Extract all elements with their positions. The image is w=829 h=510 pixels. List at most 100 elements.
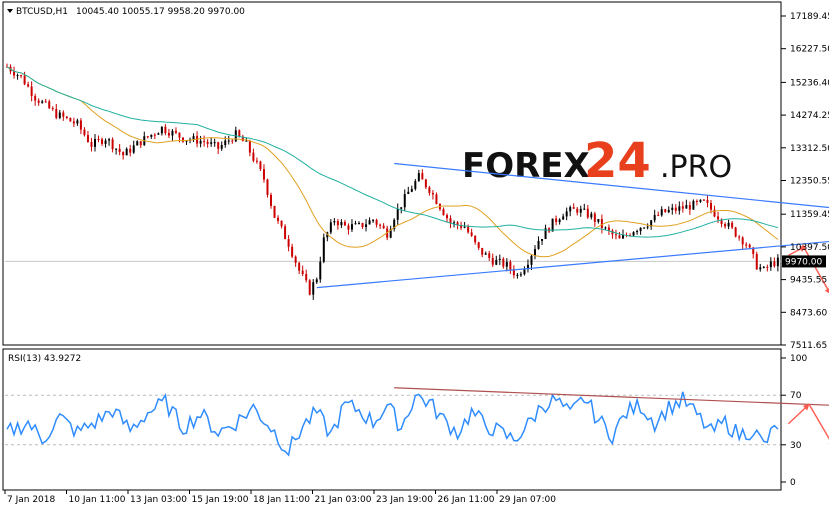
upper-trend-line — [394, 162, 829, 209]
candle-body — [273, 205, 276, 218]
rsi-axis-label: 0 — [790, 478, 796, 488]
time-axis-label: 7 Jan 2018 — [7, 495, 55, 505]
candle-body — [752, 247, 755, 254]
chart-menu-triangle-icon[interactable] — [7, 9, 13, 13]
candle-body — [83, 129, 86, 136]
candle-body — [343, 221, 346, 226]
candle-body — [650, 220, 653, 227]
candle-body — [241, 136, 244, 142]
candle-body — [769, 261, 772, 268]
candle-body — [474, 235, 477, 243]
candle-body — [593, 213, 596, 222]
price-axis-label: 17189.45 — [790, 12, 829, 22]
candle-body — [248, 140, 251, 153]
candle-body — [139, 141, 142, 146]
candle-body — [30, 86, 33, 97]
candle-body — [396, 208, 399, 220]
candle-body — [72, 121, 75, 124]
candle-body — [678, 206, 681, 211]
candle-body — [639, 227, 642, 232]
forex24-logo: FOREX 24 .PRO — [462, 133, 732, 189]
candle-body — [122, 152, 125, 156]
candle-body — [773, 261, 776, 267]
candle-body — [424, 179, 427, 188]
candle-body — [358, 222, 360, 224]
price-axis-label: 12350.55 — [790, 177, 829, 187]
candle-body — [646, 226, 649, 228]
logo-number-text: 24 — [584, 133, 651, 189]
candle-body — [76, 120, 79, 124]
candle-body — [657, 214, 660, 216]
candle-body — [132, 145, 135, 153]
candle-body — [579, 208, 582, 213]
candle-body — [206, 141, 209, 144]
candle-body — [731, 222, 734, 228]
candle-body — [277, 217, 280, 221]
candle-body — [453, 222, 456, 224]
candle-body — [410, 188, 413, 192]
current-price-tag — [782, 255, 826, 268]
candle-body — [516, 274, 519, 276]
candle-body — [65, 116, 68, 118]
candle-body — [702, 199, 705, 201]
candle-body — [604, 227, 607, 229]
lower-trend-line — [316, 240, 829, 289]
candle-body — [551, 218, 554, 232]
candle-body — [460, 225, 463, 228]
candle-body — [231, 140, 234, 142]
forecast-arrow-down-head — [824, 288, 829, 294]
candle-body — [590, 213, 593, 218]
candle-body — [294, 256, 297, 263]
candle-body — [101, 139, 104, 144]
candle-body — [164, 126, 167, 133]
candle-body — [182, 137, 184, 142]
candle-body — [301, 270, 304, 274]
candle-body — [505, 261, 508, 267]
candle-body — [498, 258, 501, 260]
time-axis-label: 21 Jan 03:00 — [315, 495, 372, 505]
candle-body — [262, 169, 265, 180]
candle-body — [379, 224, 382, 226]
time-axis-label: 23 Jan 19:00 — [376, 495, 433, 505]
candle-body — [350, 224, 353, 230]
candle-body — [146, 136, 149, 138]
candle-body — [706, 199, 709, 203]
price-axis-label: 9435.55 — [790, 276, 827, 286]
candle-body — [762, 266, 765, 268]
candle-body — [58, 112, 61, 118]
candle-body — [755, 253, 758, 270]
price-overlays — [6, 66, 829, 294]
rsi-axis: 100 70 30 0 — [781, 354, 807, 488]
candle-body — [287, 239, 290, 247]
candle-body — [62, 112, 65, 117]
candle-body — [671, 207, 674, 210]
candle-body — [48, 101, 51, 109]
rsi-axis-label: 100 — [790, 354, 807, 364]
ma-slow-line — [6, 66, 779, 238]
candle-body — [685, 205, 688, 209]
candle-body — [238, 130, 241, 137]
candle-body — [572, 207, 575, 209]
ma-fast-line — [6, 66, 779, 258]
candle-body — [160, 126, 163, 134]
price-pane-frame — [2, 1, 782, 346]
candle-body — [618, 235, 621, 239]
price-axis-label: 16227.50 — [790, 45, 829, 55]
candle-body — [519, 274, 522, 276]
candle-body — [23, 75, 26, 85]
candle-body — [569, 207, 572, 212]
candle-body — [622, 234, 624, 239]
candle-body — [174, 130, 177, 133]
candle-body — [720, 219, 723, 225]
candle-body — [329, 222, 332, 233]
candle-body — [118, 148, 121, 153]
candle-body — [600, 219, 603, 229]
candle-body — [312, 282, 315, 295]
candle-body — [526, 264, 529, 270]
candle-body — [509, 261, 512, 270]
candle-body — [266, 179, 269, 195]
candle-body — [382, 225, 385, 229]
candle-body — [470, 232, 473, 236]
rsi-axis-label: 30 — [790, 441, 802, 451]
